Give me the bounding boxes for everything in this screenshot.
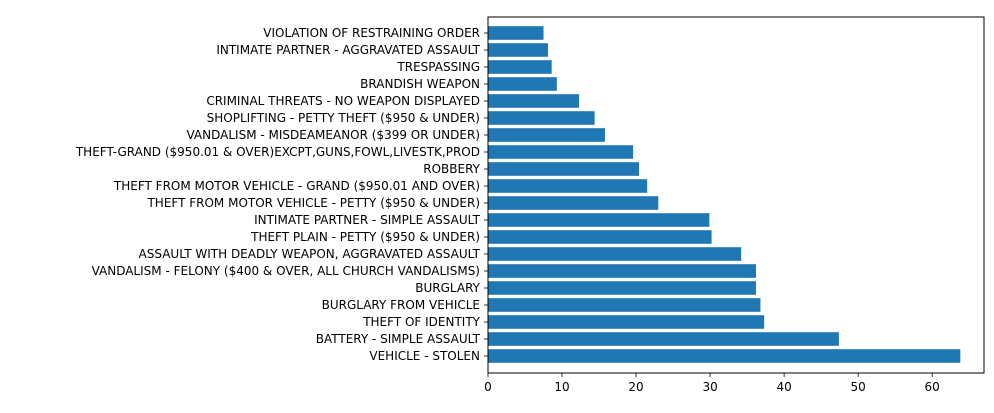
y-tick-label: SHOPLIFTING - PETTY THEFT ($950 & UNDER) [207, 111, 480, 125]
bar [488, 128, 605, 142]
y-tick-label: VANDALISM - MISDEAMEANOR ($399 OR UNDER) [186, 128, 480, 142]
y-tick-label: VIOLATION OF RESTRAINING ORDER [263, 26, 480, 40]
bar [488, 264, 756, 278]
y-tick-label: TRESPASSING [396, 60, 480, 74]
y-tick-label: THEFT OF IDENTITY [362, 315, 480, 329]
y-tick-label: VEHICLE - STOLEN [369, 349, 480, 363]
x-ticks: 0 10 20 30 40 50 60 [484, 373, 940, 394]
x-tick-label: 10 [554, 380, 569, 394]
y-tick-label: BURGLARY FROM VEHICLE [322, 298, 480, 312]
bar [488, 332, 839, 346]
x-tick-label: 30 [702, 380, 717, 394]
y-tick-labels: VEHICLE - STOLEN BATTERY - SIMPLE ASSAULT… [75, 26, 488, 363]
bar [488, 281, 756, 295]
bar [488, 111, 595, 125]
y-tick-label: THEFT FROM MOTOR VEHICLE - PETTY ($950 &… [146, 196, 480, 210]
bar [488, 60, 552, 74]
y-tick-label: ROBBERY [423, 162, 480, 176]
bar [488, 43, 548, 57]
y-tick-label: THEFT PLAIN - PETTY ($950 & UNDER) [250, 230, 480, 244]
y-tick-label: BATTERY - SIMPLE ASSAULT [316, 332, 481, 346]
x-tick-label: 60 [925, 380, 940, 394]
bar [488, 77, 557, 91]
bar [488, 298, 761, 312]
y-tick-label: BURGLARY [415, 281, 480, 295]
bar [488, 145, 634, 159]
bar [488, 315, 765, 329]
y-tick-label: VANDALISM - FELONY ($400 & OVER, ALL CHU… [92, 264, 480, 278]
x-tick-label: 50 [851, 380, 866, 394]
y-tick-label: CRIMINAL THREATS - NO WEAPON DISPLAYED [206, 94, 480, 108]
y-tick-label: THEFT FROM MOTOR VEHICLE - GRAND ($950.0… [113, 179, 480, 193]
x-tick-label: 20 [628, 380, 643, 394]
bar [488, 196, 659, 210]
bar [488, 230, 712, 244]
bar [488, 349, 961, 363]
y-tick-label: THEFT-GRAND ($950.01 & OVER)EXCPT,GUNS,F… [75, 145, 480, 159]
y-tick-label: ASSAULT WITH DEADLY WEAPON, AGGRAVATED A… [139, 247, 481, 261]
bar [488, 26, 544, 40]
y-tick-label: INTIMATE PARTNER - SIMPLE ASSAULT [254, 213, 481, 227]
y-tick-label: INTIMATE PARTNER - AGGRAVATED ASSAULT [216, 43, 480, 57]
bar [488, 94, 580, 108]
plot-frame [487, 16, 985, 374]
x-tick-label: 0 [484, 380, 492, 394]
bar [488, 213, 710, 227]
bar [488, 247, 742, 261]
bar [488, 162, 640, 176]
bar [488, 179, 648, 193]
bars-group [488, 26, 961, 363]
x-tick-label: 40 [776, 380, 791, 394]
y-tick-label: BRANDISH WEAPON [360, 77, 480, 91]
